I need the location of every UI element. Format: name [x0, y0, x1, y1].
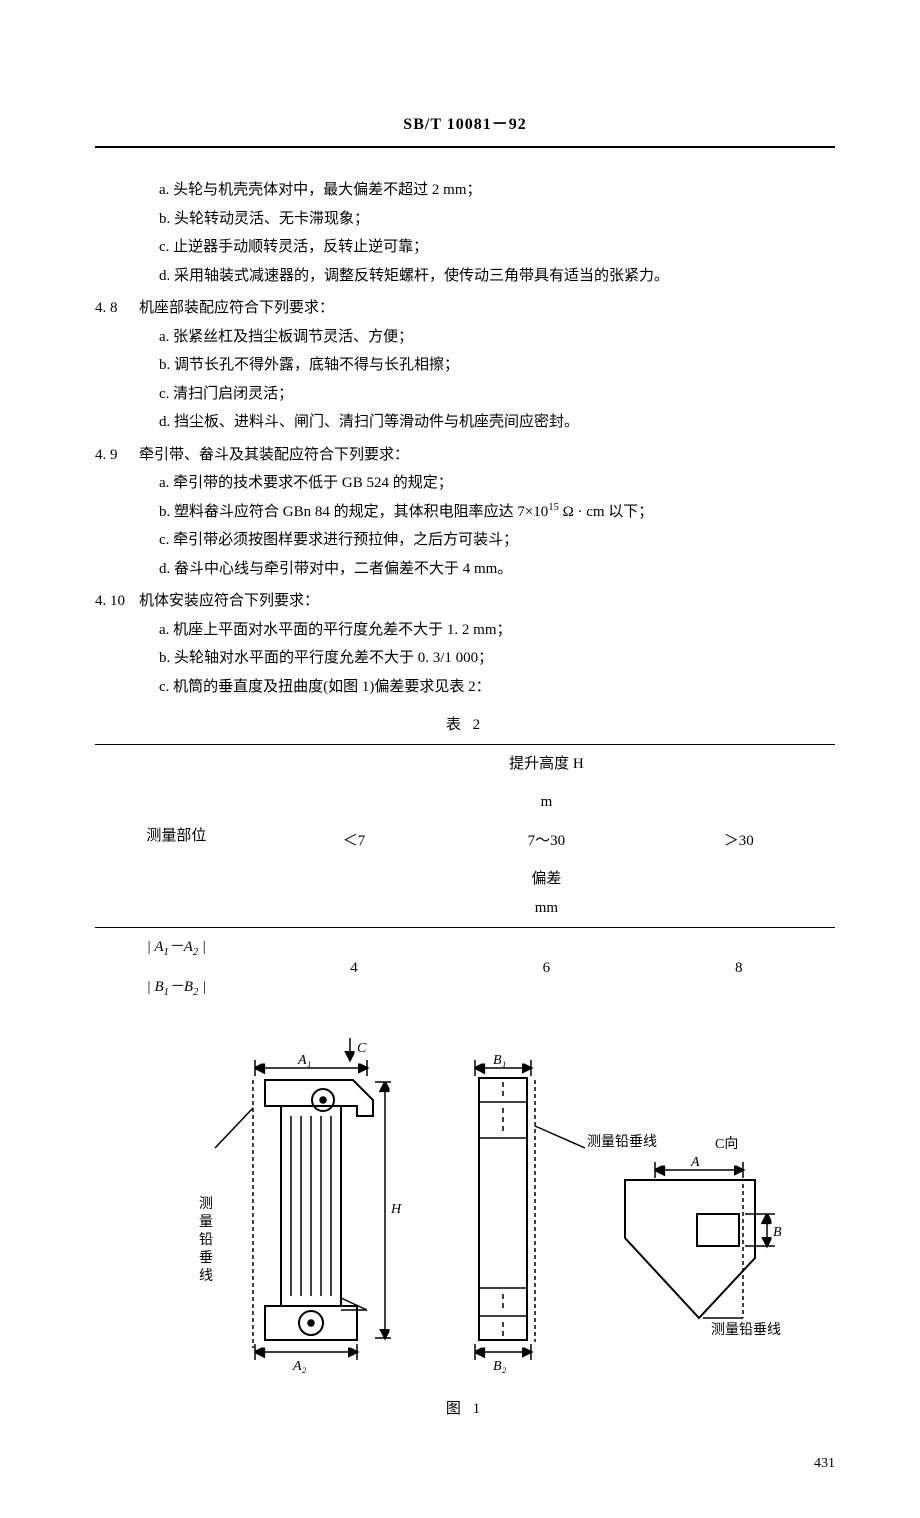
item-c2: c. 清扫门启闭灵活；: [117, 380, 835, 409]
svg-text:C向: C向: [715, 1136, 738, 1152]
cell-v3: 8: [643, 928, 835, 1008]
text: | B: [147, 979, 164, 995]
svg-text:垂: 垂: [199, 1250, 213, 1266]
section-title: 机体安装应符合下列要求：: [139, 593, 319, 609]
svg-text:A: A: [690, 1155, 700, 1170]
col-c1: ＜7: [258, 822, 450, 861]
svg-text:B₂: B₂: [493, 1359, 507, 1374]
text: b. 塑料畚斗应符合 GBn 84 的规定，其体积电阻率应达 7×10: [159, 504, 548, 520]
svg-text:C: C: [357, 1041, 367, 1056]
figure-caption: 图 1: [95, 1395, 835, 1424]
section-4-9: 4. 9牵引带、畚斗及其装配应符合下列要求：: [95, 441, 835, 470]
item-c1: c. 止逆器手动顺转灵活，反转止逆可靠；: [117, 233, 835, 262]
section-4-10: 4. 10机体安装应符合下列要求：: [95, 587, 835, 616]
item-a4: a. 机座上平面对水平面的平行度允差不大于 1. 2 mm；: [117, 616, 835, 645]
item-b1: b. 头轮转动灵活、无卡滞现象；: [117, 205, 835, 234]
cell-v2: 6: [450, 928, 642, 1008]
item-c4: c. 机筒的垂直度及扭曲度(如图 1)偏差要求见表 2：: [117, 673, 835, 702]
cell-v1: 4: [258, 928, 450, 1008]
item-a3: a. 牵引带的技术要求不低于 GB 524 的规定；: [117, 469, 835, 498]
svg-text:A₁: A₁: [297, 1053, 311, 1068]
item-b2: b. 调节长孔不得外露，底轴不得与长孔相擦；: [117, 351, 835, 380]
item-d1: d. 采用轴装式减速器的，调整反转矩螺杆，使传动三角带具有适当的张紧力。: [117, 262, 835, 291]
text: |: [198, 979, 206, 995]
text: | A: [147, 939, 164, 955]
col-header-left: 测量部位: [95, 744, 258, 928]
svg-text:H: H: [390, 1202, 402, 1217]
exponent: 15: [548, 502, 559, 513]
svg-text:A₂: A₂: [292, 1359, 307, 1374]
deviation-label: 偏差 mm: [258, 860, 835, 928]
svg-text:测量铅垂线: 测量铅垂线: [711, 1322, 781, 1338]
text: |: [198, 939, 206, 955]
col-span-header: 提升高度 H: [258, 744, 835, 783]
item-c3: c. 牵引带必须按图样要求进行预拉伸，之后方可装斗；: [117, 526, 835, 555]
unit: mm: [262, 894, 831, 923]
unit-top: m: [258, 783, 835, 822]
item-a1: a. 头轮与机壳壳体对中，最大偏差不超过 2 mm；: [117, 176, 835, 205]
text: 偏差: [262, 865, 831, 894]
item-a2: a. 张紧丝杠及挡尘板调节灵活、方便；: [117, 323, 835, 352]
svg-text:测量铅垂线: 测量铅垂线: [587, 1134, 657, 1150]
svg-text:B: B: [773, 1225, 782, 1240]
item-d3: d. 畚斗中心线与牵引带对中，二者偏差不大于 4 mm。: [117, 555, 835, 584]
figure-svg: C A₁: [135, 1028, 795, 1378]
item-b4: b. 头轮轴对水平面的平行度允差不大于 0. 3/1 000；: [117, 644, 835, 673]
item-d2: d. 挡尘板、进料斗、闸门、清扫门等滑动件与机座壳间应密封。: [117, 408, 835, 437]
svg-text:测: 测: [199, 1196, 213, 1212]
table-2: 测量部位 提升高度 H m ＜7 7～30 ＞30 偏差 mm | A1－A2 …: [95, 744, 835, 1008]
svg-text:铅: 铅: [199, 1232, 213, 1248]
figure-1: C A₁: [95, 1028, 835, 1423]
section-title: 机座部装配应符合下列要求：: [139, 300, 334, 316]
section-title: 牵引带、畚斗及其装配应符合下列要求：: [139, 447, 409, 463]
text: －B: [169, 979, 193, 995]
col-c3: ＞30: [643, 822, 835, 861]
svg-text:量: 量: [199, 1214, 213, 1230]
section-num: 4. 10: [95, 587, 139, 616]
svg-text:线: 线: [199, 1268, 213, 1284]
text: 提升高度 H: [509, 756, 584, 772]
page-number: 431: [95, 1451, 835, 1478]
item-b3: b. 塑料畚斗应符合 GBn 84 的规定，其体积电阻率应达 7×1015 Ω …: [117, 498, 835, 527]
section-num: 4. 8: [95, 294, 139, 323]
row2-label: | B1－B2 |: [95, 968, 258, 1008]
document-header: SB/T 10081－92: [95, 110, 835, 148]
section-4-8: 4. 8机座部装配应符合下列要求：: [95, 294, 835, 323]
text: Ω · cm 以下；: [559, 504, 653, 520]
col-c2: 7～30: [450, 822, 642, 861]
row1-label: | A1－A2 |: [95, 928, 258, 968]
section-num: 4. 9: [95, 441, 139, 470]
text: －A: [169, 939, 193, 955]
table-caption: 表 2: [95, 711, 835, 740]
svg-text:B₁: B₁: [493, 1053, 506, 1068]
